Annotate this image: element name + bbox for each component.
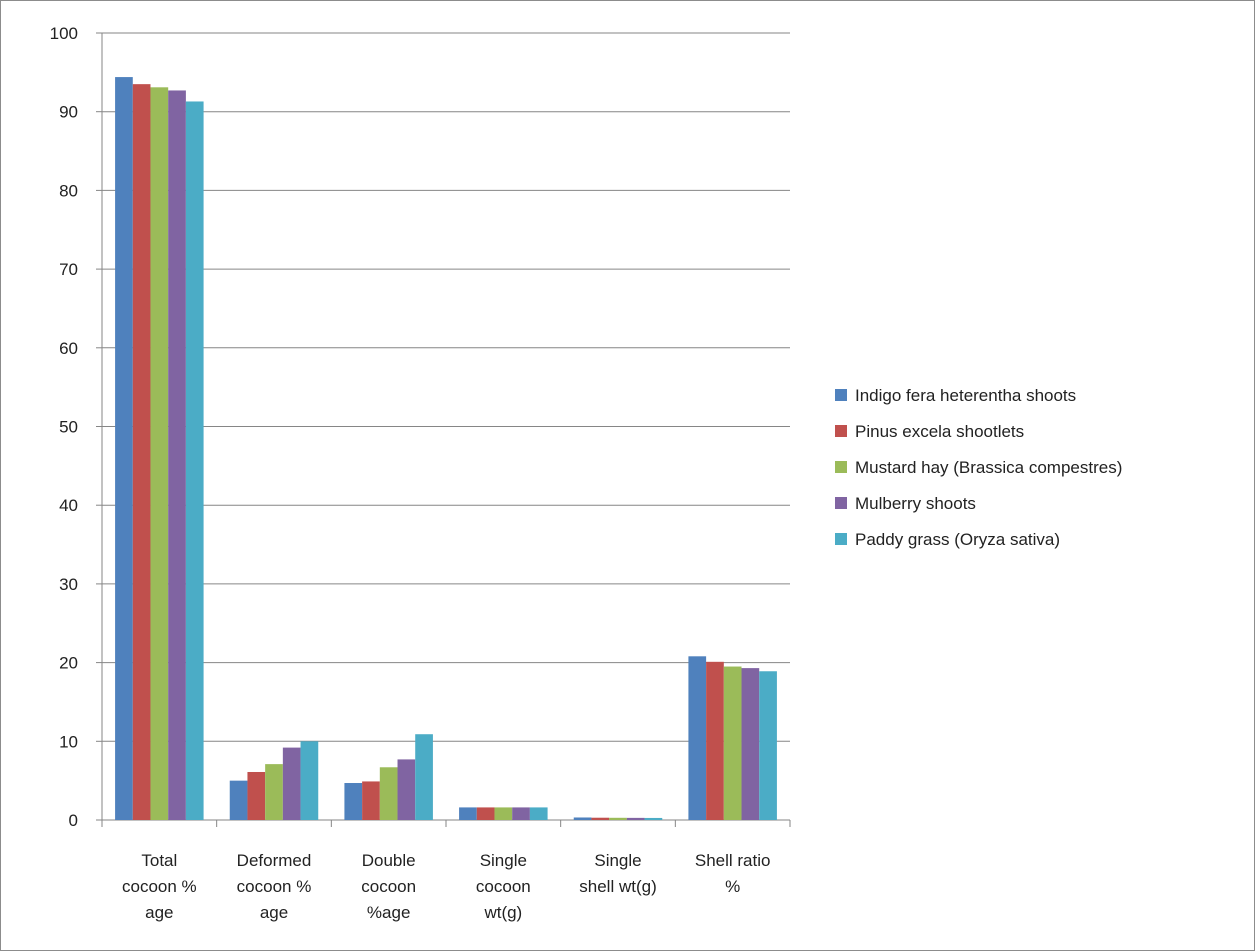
legend-swatch [835, 389, 847, 401]
bar [688, 656, 706, 820]
legend-label: Paddy grass (Oryza sativa) [855, 530, 1060, 549]
y-tick-label: 10 [59, 732, 78, 751]
bar [283, 748, 301, 820]
y-tick-label: 0 [69, 811, 78, 830]
bar [230, 781, 248, 820]
x-tick-label: Double cocoon %age [361, 851, 416, 922]
bar [609, 818, 627, 820]
bar [265, 764, 283, 820]
bar [459, 807, 477, 820]
y-tick-label: 50 [59, 418, 78, 437]
bar [759, 671, 777, 820]
y-tick-label: 20 [59, 654, 78, 673]
bar [344, 783, 362, 820]
x-tick-label: Deformed cocoon % age [237, 851, 312, 922]
y-tick-label: 60 [59, 339, 78, 358]
bar [168, 90, 186, 820]
bar [301, 741, 319, 820]
bar [645, 818, 663, 820]
y-tick-label: 100 [50, 24, 78, 43]
bar [706, 662, 724, 820]
bar [150, 87, 168, 820]
x-tick-label: Shell ratio% [695, 851, 771, 896]
y-tick-label: 90 [59, 103, 78, 122]
bar [477, 807, 495, 820]
y-tick-label: 80 [59, 181, 78, 200]
legend-label: Pinus excela shootlets [855, 422, 1024, 441]
x-tick-label: Single shell wt(g) [579, 851, 656, 896]
bar [398, 759, 416, 820]
bar [742, 668, 760, 820]
bar [186, 101, 204, 820]
y-tick-label: 40 [59, 496, 78, 515]
bar [415, 734, 433, 820]
bar [512, 807, 530, 820]
legend-label: Mustard hay (Brassica compestres) [855, 458, 1122, 477]
y-tick-label: 30 [59, 575, 78, 594]
bar [247, 772, 265, 820]
bar [591, 818, 609, 820]
bar [380, 767, 398, 820]
legend-label: Indigo fera heterentha shoots [855, 386, 1076, 405]
bar [494, 807, 512, 820]
legend-swatch [835, 425, 847, 437]
legend-swatch [835, 461, 847, 473]
legend-swatch [835, 533, 847, 545]
x-tick-label: Single cocoon wt(g) [476, 851, 531, 922]
y-tick-label: 70 [59, 260, 78, 279]
x-tick-label: Total cocoon % age [122, 851, 197, 922]
legend-swatch [835, 497, 847, 509]
bar [115, 77, 133, 820]
bar [627, 818, 645, 820]
bar [362, 781, 380, 820]
bar [724, 667, 742, 820]
bar [574, 817, 592, 820]
legend-label: Mulberry shoots [855, 494, 976, 513]
bar [530, 807, 548, 820]
bar [133, 84, 151, 820]
